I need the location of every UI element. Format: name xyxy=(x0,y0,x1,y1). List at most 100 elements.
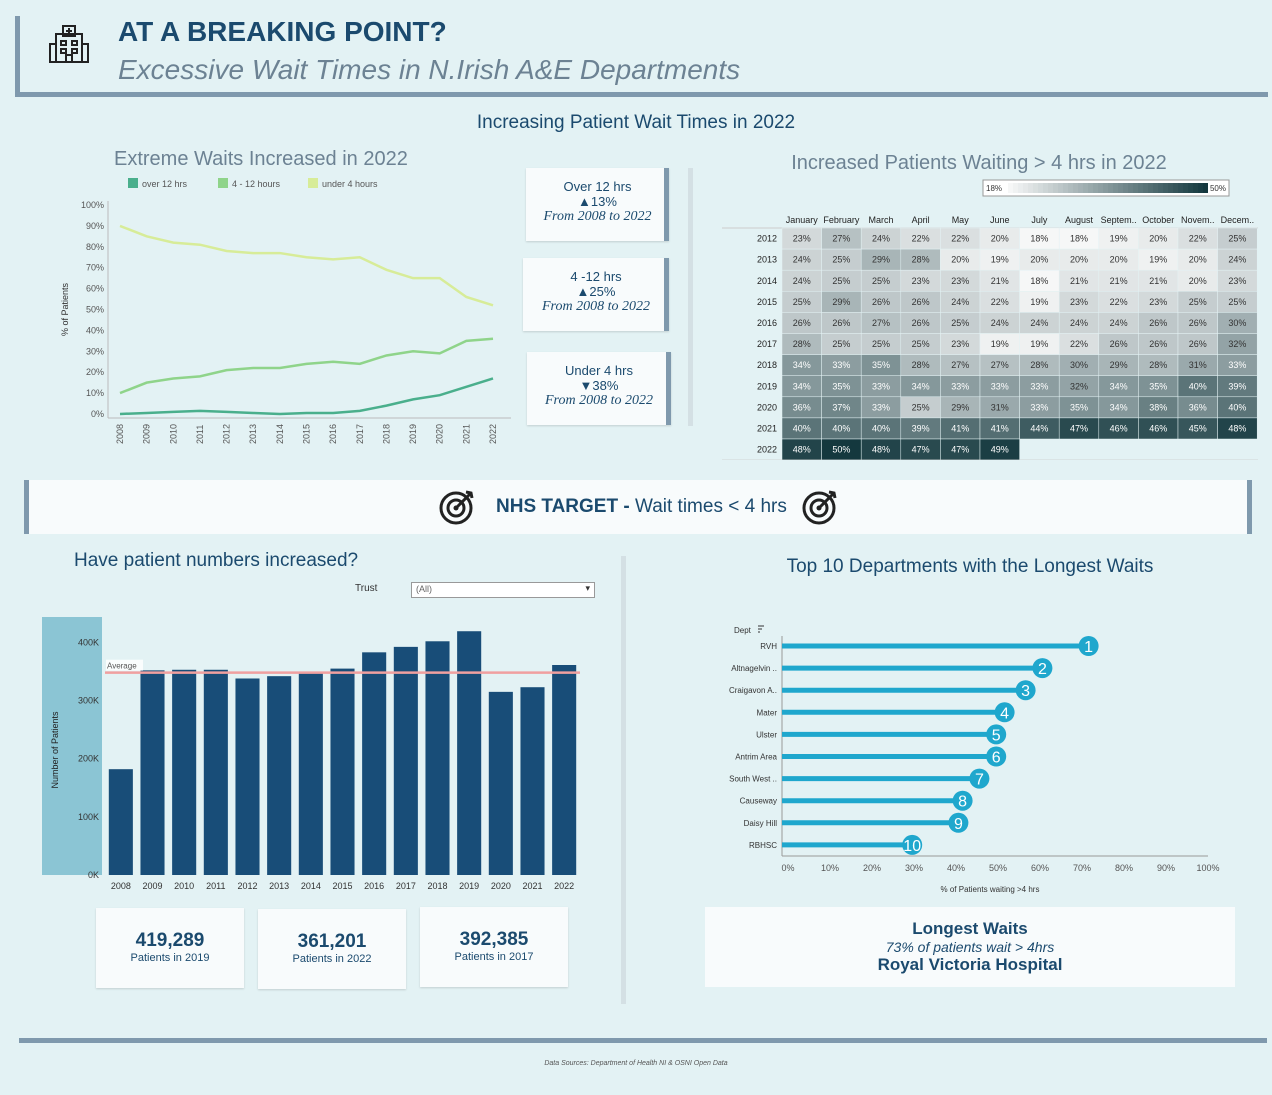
y-tick-label: 10% xyxy=(86,388,104,398)
color-scale-step xyxy=(1033,183,1038,193)
heatmap-col-label: October xyxy=(1142,215,1174,225)
heatmap-cell-label: 24% xyxy=(872,234,890,244)
heatmap-cell-label: 28% xyxy=(1149,360,1167,370)
color-scale-step xyxy=(1118,183,1123,193)
bar xyxy=(298,671,323,875)
heatmap-cell-label: 47% xyxy=(912,445,930,455)
heatmap-cell-label: 24% xyxy=(793,255,811,265)
heatmap-cell-label: 31% xyxy=(991,402,1009,412)
heatmap-cell-label: 47% xyxy=(951,445,969,455)
heatmap-cell-label: 23% xyxy=(1149,297,1167,307)
y-tick-label: 300K xyxy=(78,696,99,706)
x-tick-label: 2009 xyxy=(142,424,152,444)
heatmap-cell-label: 19% xyxy=(991,339,1009,349)
header-accent xyxy=(15,16,20,96)
legend-label: over 12 hrs xyxy=(142,179,188,189)
bar xyxy=(267,676,292,875)
stat-card-2017: 392,385 Patients in 2017 xyxy=(420,907,568,987)
series-line xyxy=(119,377,494,416)
heatmap-cell-label: 23% xyxy=(951,276,969,286)
heatmap-cell-label: 30% xyxy=(1070,360,1088,370)
x-tick-label: 2013 xyxy=(248,424,258,444)
y-tick-label: 400K xyxy=(78,637,99,647)
header-underline xyxy=(15,92,1268,97)
heatmap-cell-label: 20% xyxy=(1189,276,1207,286)
x-tick-label: 10% xyxy=(821,863,839,873)
heatmap-cell-label: 32% xyxy=(1228,339,1246,349)
color-scale-step xyxy=(1193,183,1198,193)
x-tick-label: 60% xyxy=(1031,863,1049,873)
x-tick-label: 2020 xyxy=(491,881,511,891)
kpi-change: ▲25% xyxy=(576,284,616,299)
kpi-period: From 2008 to 2022 xyxy=(543,209,652,224)
trust-filter-label: Trust xyxy=(355,583,378,594)
longest-waits-card: Longest Waits 73% of patients wait > 4hr… xyxy=(705,907,1235,987)
x-tick-label: 2014 xyxy=(301,881,321,891)
x-tick-label: 40% xyxy=(947,863,965,873)
rank-label: 3 xyxy=(1021,683,1030,700)
heatmap-cell-label: 25% xyxy=(1228,297,1246,307)
heatmap-cell-label: 29% xyxy=(1110,360,1128,370)
heatmap-cell-label: 27% xyxy=(991,360,1009,370)
target-icon xyxy=(439,490,474,525)
heatmap-cell-label: 36% xyxy=(1189,402,1207,412)
lollipop-head xyxy=(994,702,1015,723)
section-divider xyxy=(621,556,626,1004)
heatmap-cell-label: 25% xyxy=(951,318,969,328)
x-tick-label: 2017 xyxy=(355,424,365,444)
kpi-under-4: Under 4 hrs ▼38% From 2008 to 2022 xyxy=(527,352,671,425)
bar-section-title: Have patient numbers increased? xyxy=(74,550,359,571)
heatmap-cell-label: 24% xyxy=(951,297,969,307)
kpi-over-12: Over 12 hrs ▲13% From 2008 to 2022 xyxy=(526,168,669,241)
color-scale-step xyxy=(1103,183,1108,193)
heatmap-row-label: 2014 xyxy=(757,276,777,286)
heatmap-cell-label: 26% xyxy=(1149,339,1167,349)
bar xyxy=(425,641,450,875)
heatmap-cell-label: 20% xyxy=(1030,255,1048,265)
stat-label: Patients in 2022 xyxy=(292,953,372,965)
stat-card-2022: 361,201 Patients in 2022 xyxy=(258,909,406,989)
x-tick-label: 2009 xyxy=(142,881,162,891)
y-tick-label: 70% xyxy=(86,263,104,273)
trust-filter-select[interactable]: (All) ▾ xyxy=(411,582,595,598)
x-tick-label: 2019 xyxy=(459,881,479,891)
heatmap-cell-label: 29% xyxy=(951,402,969,412)
color-scale-step xyxy=(1143,183,1148,193)
heatmap-cell-label: 29% xyxy=(832,297,850,307)
heatmap-cell-label: 35% xyxy=(872,360,890,370)
heatmap-cell-label: 40% xyxy=(793,423,811,433)
y-tick-label: 50% xyxy=(86,305,104,315)
y-axis-label: Number of Patients xyxy=(50,711,60,789)
heatmap-cell-label: 25% xyxy=(832,339,850,349)
heatmap-row-label: 2019 xyxy=(757,381,777,391)
heatmap-cell-label: 23% xyxy=(793,234,811,244)
heatmap-cell-label: 46% xyxy=(1110,423,1128,433)
heatmap-cell-label: 22% xyxy=(951,234,969,244)
bar-chart: 0K 100K 200K 300K 400K Number of Patients 2008… xyxy=(42,617,580,891)
rank-label: 5 xyxy=(992,727,1001,744)
stat-value: 419,289 xyxy=(135,930,205,951)
heatmap-cell-label: 24% xyxy=(1030,318,1048,328)
color-scale-step xyxy=(1108,183,1113,193)
color-scale-step xyxy=(1073,183,1078,193)
color-scale-step xyxy=(1083,183,1088,193)
color-scale-step xyxy=(1088,183,1093,193)
heatmap-cell-label: 49% xyxy=(991,445,1009,455)
x-tick-label: 2021 xyxy=(522,881,542,891)
heatmap-cell-label: 33% xyxy=(872,402,890,412)
kpi-label: Over 12 hrs xyxy=(563,179,632,194)
y-axis-band xyxy=(42,617,102,875)
heatmap-cell-label: 37% xyxy=(832,402,850,412)
color-scale-step xyxy=(1078,183,1083,193)
x-tick-label: 2016 xyxy=(328,424,338,444)
series-line xyxy=(119,337,494,395)
x-tick-label: 2019 xyxy=(408,424,418,444)
heatmap-cell-label: 44% xyxy=(1030,423,1048,433)
x-tick-label: 20% xyxy=(863,863,881,873)
bar xyxy=(457,631,482,875)
x-tick-label: 2010 xyxy=(168,424,178,444)
heatmap-cell-label: 27% xyxy=(951,360,969,370)
heatmap-col-label: February xyxy=(823,215,860,225)
heatmap-cell-label: 25% xyxy=(912,339,930,349)
dept-label: RVH xyxy=(760,642,777,651)
